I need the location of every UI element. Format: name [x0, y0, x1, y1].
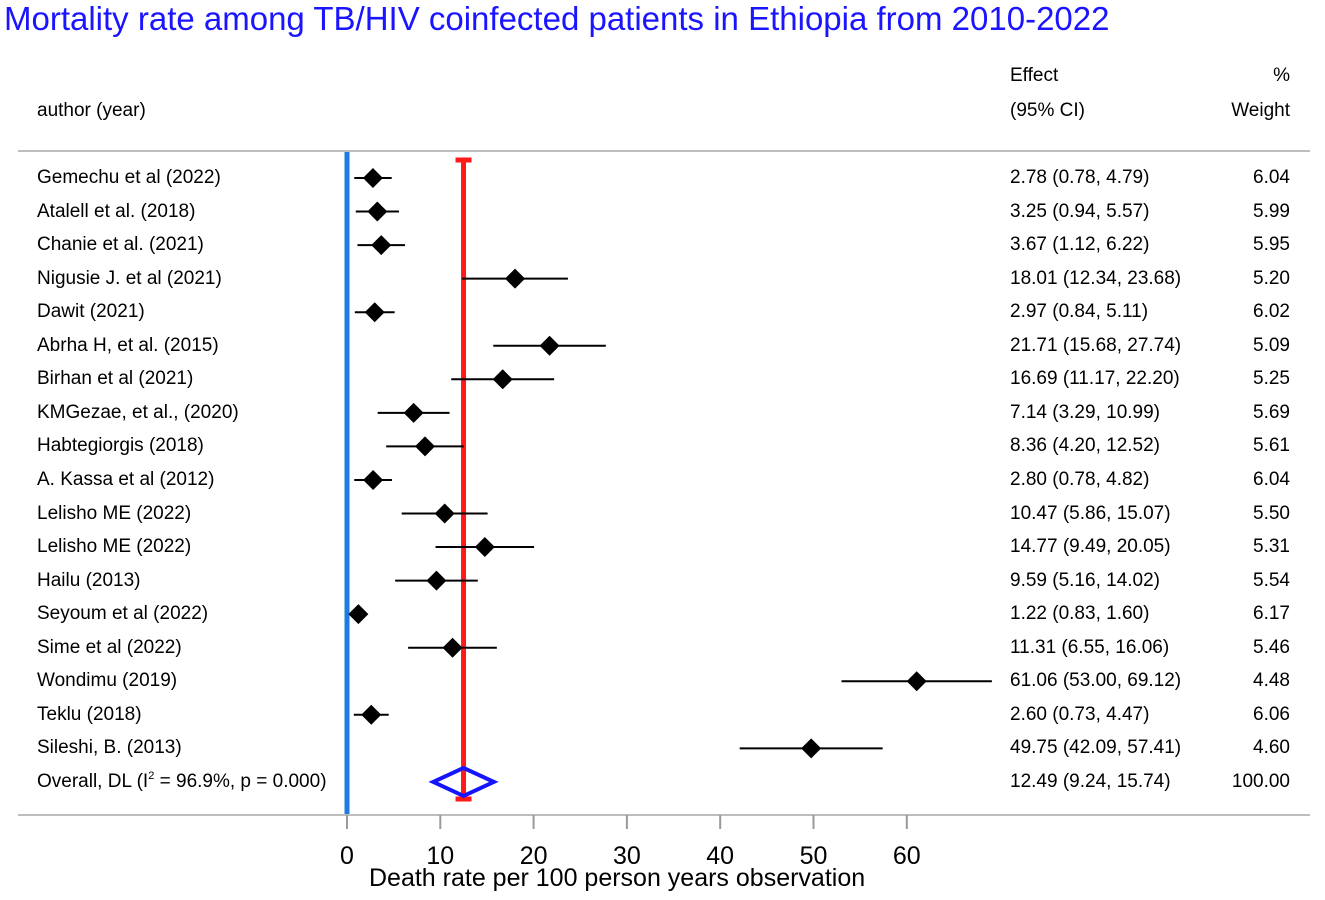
overall-diamond [428, 765, 499, 799]
study-effect-ci: 10.47 (5.86, 15.07) [1010, 502, 1171, 524]
study-weight: 5.50 [1253, 502, 1290, 524]
study-point-estimate [539, 335, 560, 356]
study-label: Atalell et al. (2018) [37, 200, 196, 222]
overall-effect-ci: 12.49 (9.24, 15.74) [1010, 770, 1171, 792]
study-weight: 5.25 [1253, 368, 1290, 390]
study-label: Sime et al (2022) [37, 636, 182, 658]
study-weight: 5.20 [1253, 267, 1290, 289]
overall-label-part: Overall, DL (I [37, 770, 149, 792]
header-separator [18, 150, 1310, 152]
overall-label-part: 2 [148, 769, 155, 782]
study-point-estimate [414, 436, 435, 457]
x-tick-label: 30 [613, 842, 641, 870]
study-weight: 6.04 [1253, 167, 1290, 188]
x-tick-label: 50 [800, 842, 828, 870]
effect-column-header: Effect [1010, 65, 1059, 86]
study-label: KMGezae, et al., (2020) [37, 401, 239, 423]
study-point-estimate [474, 537, 495, 558]
overall-label-part: = 96.9%, p = 0.000) [154, 770, 327, 792]
study-label: Habtegiorgis (2018) [37, 435, 204, 457]
study-label: Abrha H, et al. (2015) [37, 334, 219, 356]
study-point-estimate [364, 302, 385, 323]
study-weight: 5.61 [1253, 435, 1290, 457]
study-label: A. Kassa et al (2012) [37, 468, 215, 490]
study-weight: 5.69 [1253, 401, 1290, 423]
study-label: Sileshi, B. (2013) [37, 737, 182, 759]
study-weight: 6.06 [1253, 703, 1290, 725]
overall-label: Overall, DL (I2 = 96.9%, p = 0.000) [37, 769, 327, 795]
study-weight: 5.46 [1253, 636, 1290, 658]
study-effect-ci: 18.01 (12.34, 23.68) [1010, 267, 1182, 289]
ci-column-header: (95% CI) [1010, 100, 1085, 121]
footer-separator [18, 814, 1310, 816]
study-point-estimate [434, 503, 455, 524]
weight-column-header: Weight [1231, 100, 1290, 121]
x-tick-label: 0 [340, 842, 354, 870]
x-tick-label: 40 [706, 842, 734, 870]
study-point-estimate [442, 637, 463, 658]
study-label: Birhan et al (2021) [37, 368, 194, 390]
study-weight: 5.54 [1253, 569, 1290, 591]
study-label: Hailu (2013) [37, 569, 141, 591]
study-effect-ci: 9.59 (5.16, 14.02) [1010, 569, 1160, 591]
study-point-estimate [367, 201, 388, 222]
x-tick-label: 60 [893, 842, 921, 870]
study-weight: 5.95 [1253, 234, 1290, 256]
study-effect-ci: 61.06 (53.00, 69.12) [1010, 670, 1182, 692]
study-weight: 6.02 [1253, 301, 1290, 323]
study-label: Lelisho ME (2022) [37, 536, 192, 558]
study-label: Gemechu et al (2022) [37, 167, 221, 188]
chart-title: Mortality rate among TB/HIV coinfected p… [4, 0, 1110, 37]
overall-weight: 100.00 [1231, 770, 1290, 792]
study-effect-ci: 3.67 (1.12, 6.22) [1010, 234, 1150, 256]
study-point-estimate [371, 235, 392, 256]
study-weight: 6.04 [1253, 468, 1290, 490]
x-tick-label: 10 [426, 842, 454, 870]
study-effect-ci: 49.75 (42.09, 57.41) [1010, 737, 1182, 759]
study-weight: 5.09 [1253, 334, 1290, 356]
study-point-estimate [492, 369, 513, 390]
study-effect-ci: 7.14 (3.29, 10.99) [1010, 401, 1160, 423]
study-weight: 5.99 [1253, 200, 1290, 222]
study-weight: 5.31 [1253, 536, 1290, 558]
weight-percent-header: % [1273, 65, 1290, 86]
study-point-estimate [505, 268, 526, 289]
study-effect-ci: 21.71 (15.68, 27.74) [1010, 334, 1182, 356]
study-point-estimate [363, 469, 384, 490]
study-point-estimate [361, 704, 382, 725]
study-effect-ci: 1.22 (0.83, 1.60) [1010, 603, 1150, 625]
author-column-header: author (year) [37, 100, 146, 121]
study-point-estimate [801, 738, 822, 759]
study-point-estimate [906, 671, 927, 692]
study-label: Dawit (2021) [37, 301, 145, 323]
study-weight: 4.48 [1253, 670, 1290, 692]
x-axis-label: Death rate per 100 person years observat… [369, 864, 866, 892]
study-effect-ci: 3.25 (0.94, 5.57) [1010, 200, 1150, 222]
study-effect-ci: 2.78 (0.78, 4.79) [1010, 167, 1150, 188]
study-effect-ci: 8.36 (4.20, 12.52) [1010, 435, 1160, 457]
study-point-estimate [348, 604, 369, 625]
study-effect-ci: 2.60 (0.73, 4.47) [1010, 703, 1150, 725]
study-label: Lelisho ME (2022) [37, 502, 192, 524]
study-label: Chanie et al. (2021) [37, 234, 204, 256]
study-effect-ci: 16.69 (11.17, 22.20) [1010, 368, 1180, 390]
study-weight: 4.60 [1253, 737, 1290, 759]
study-weight: 6.17 [1253, 603, 1290, 625]
study-label: Seyoum et al (2022) [37, 603, 209, 625]
study-point-estimate [426, 570, 447, 591]
study-label: Wondimu (2019) [37, 670, 178, 692]
study-effect-ci: 14.77 (9.49, 20.05) [1010, 536, 1171, 558]
x-tick-label: 20 [520, 842, 548, 870]
study-effect-ci: 2.80 (0.78, 4.82) [1010, 468, 1150, 490]
study-label: Nigusie J. et al (2021) [37, 267, 222, 289]
study-label: Teklu (2018) [37, 703, 142, 725]
study-point-estimate [403, 402, 424, 423]
study-effect-ci: 11.31 (6.55, 16.06) [1010, 636, 1170, 658]
study-effect-ci: 2.97 (0.84, 5.11) [1010, 301, 1149, 323]
study-point-estimate [362, 168, 383, 188]
